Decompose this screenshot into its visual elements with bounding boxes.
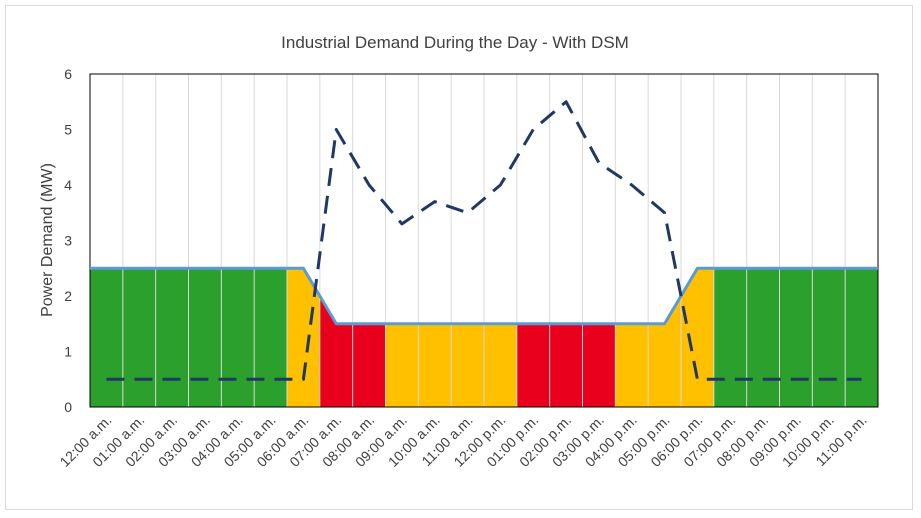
chart-frame: [5, 5, 913, 510]
y-tick-label: 1: [64, 344, 72, 360]
tariff-period-1: [287, 268, 320, 407]
tariff-period-5: [615, 268, 714, 407]
chart-title: Industrial Demand During the Day - With …: [281, 33, 629, 52]
tariff-period-4: [516, 323, 616, 407]
limit-line: [90, 266, 878, 326]
y-tick-label: 0: [64, 399, 72, 415]
plot-border: [89, 73, 879, 408]
demand-series-line: [106, 100, 862, 381]
y-tick-label: 4: [64, 177, 72, 193]
y-tick-label: 5: [64, 122, 72, 138]
y-tick-label: 6: [64, 66, 72, 82]
y-tick-label: 3: [64, 233, 72, 249]
y-tick-label: 2: [64, 288, 72, 304]
y-axis-label: Power Demand (MW): [39, 163, 56, 317]
tariff-period-6: [713, 268, 878, 407]
